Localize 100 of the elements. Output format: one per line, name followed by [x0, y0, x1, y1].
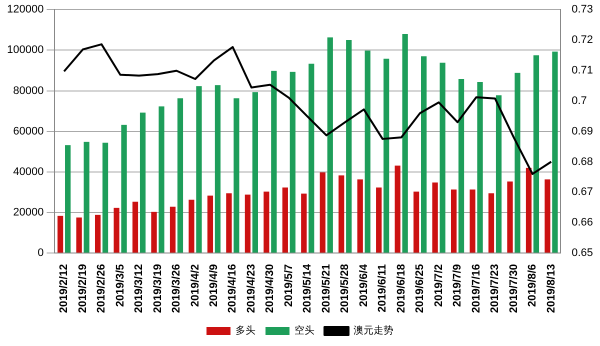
y2-tick-label: 0.71	[572, 64, 594, 76]
bar	[514, 72, 520, 253]
legend-label: 空头	[294, 324, 314, 337]
bar	[102, 142, 108, 253]
x-tick-label: 2019/3/12	[133, 264, 146, 313]
x-tick-label: 2019/7/9	[452, 264, 464, 307]
x-tick-label: 2019/4/23	[245, 264, 258, 313]
bar	[207, 196, 214, 253]
bar	[140, 112, 146, 253]
bar	[158, 106, 164, 253]
x-tick-label: 2019/5/28	[339, 264, 352, 313]
y-tick-label: 0	[38, 247, 44, 260]
x-tick-label: 2019/3/5	[114, 264, 126, 307]
x-tick-label: 2019/5/21	[320, 264, 332, 313]
x-tick-label: 2019/3/19	[152, 264, 164, 313]
bar	[533, 55, 540, 253]
bar	[170, 206, 176, 253]
x-tick-label: 2019/6/11	[376, 264, 389, 312]
bar	[364, 50, 370, 253]
bar	[290, 72, 296, 253]
y2-tick-label: 0.69	[572, 125, 594, 138]
x-tick-label: 2019/6/4	[358, 263, 370, 307]
x-tick-label: 2019/2/12	[58, 264, 70, 313]
x-tick-label: 2019/3/26	[170, 264, 183, 313]
y2-tick-label: 0.7	[572, 94, 587, 107]
bar	[177, 98, 184, 253]
x-tick-label: 2019/6/25	[414, 264, 426, 313]
bar	[84, 142, 90, 253]
legend-label: 多头	[236, 324, 256, 337]
x-tick-label: 2019/5/14	[302, 263, 314, 313]
bar	[121, 124, 127, 253]
bar	[214, 85, 221, 253]
bar	[58, 216, 64, 253]
x-tick-label: 2019/5/7	[282, 264, 295, 307]
x-tick-label: 2019/4/9	[208, 264, 220, 307]
bar	[526, 168, 532, 253]
bar	[151, 212, 157, 253]
bar	[338, 175, 344, 253]
bar	[488, 193, 494, 253]
x-tick-label: 2019/7/2	[432, 264, 445, 307]
bar	[282, 188, 288, 253]
bar	[394, 166, 400, 253]
x-tick-label: 2019/4/30	[264, 264, 276, 313]
legend-label: 澳元走势	[354, 324, 394, 337]
bar	[188, 200, 194, 253]
bar	[301, 194, 307, 253]
bar	[252, 92, 258, 253]
x-tick-label: 2019/7/30	[508, 264, 520, 313]
x-tick-label: 2019/4/2	[189, 264, 202, 307]
bar	[226, 193, 232, 253]
bar	[440, 62, 446, 253]
y2-tick-label: 0.66	[572, 216, 594, 229]
x-tick-label: 2019/8/13	[545, 264, 558, 313]
y-tick-label: 120000	[6, 4, 44, 16]
bar	[132, 202, 138, 253]
bar	[384, 58, 390, 253]
bar	[376, 188, 382, 253]
bar	[432, 182, 438, 253]
bar	[65, 145, 71, 253]
bar	[94, 214, 101, 253]
bar	[244, 194, 250, 253]
bar	[327, 37, 333, 253]
y-tick-label: 100000	[6, 44, 44, 56]
y2-tick-label: 0.68	[572, 156, 594, 168]
x-tick-label: 2019/7/23	[489, 264, 502, 313]
bar	[421, 56, 427, 253]
y2-tick-label: 0.65	[572, 247, 594, 260]
x-tick-label: 2019/8/6	[526, 264, 539, 307]
bar	[470, 190, 476, 253]
x-tick-label: 2019/2/19	[76, 264, 89, 313]
bar	[414, 192, 420, 253]
bar	[357, 179, 363, 253]
bar	[308, 64, 314, 253]
y-tick-label: 40000	[13, 166, 44, 178]
x-tick-label: 2019/4/16	[226, 264, 239, 313]
y-tick-label: 60000	[13, 125, 44, 138]
bar	[346, 40, 352, 253]
y2-tick-label: 0.67	[572, 186, 594, 198]
bar	[196, 86, 202, 253]
y-tick-label: 20000	[13, 206, 44, 219]
bar	[544, 179, 550, 253]
x-tick-label: 2019/2/26	[96, 264, 108, 313]
bar	[271, 70, 277, 253]
bar	[507, 181, 513, 253]
x-tick-label: 2019/7/16	[470, 264, 482, 313]
y2-tick-label: 0.72	[572, 34, 594, 46]
bar	[114, 208, 120, 253]
bar	[234, 98, 240, 253]
x-tick-label: 2019/6/18	[395, 264, 408, 313]
bar	[552, 52, 558, 253]
bar	[76, 218, 82, 253]
bar	[496, 95, 502, 253]
bar	[402, 34, 408, 253]
bar	[458, 78, 464, 253]
y-tick-label: 80000	[13, 84, 44, 97]
bar	[477, 82, 483, 253]
bar	[450, 190, 457, 253]
y2-tick-label: 0.73	[572, 4, 594, 16]
bar	[264, 192, 270, 253]
bar	[320, 172, 326, 253]
